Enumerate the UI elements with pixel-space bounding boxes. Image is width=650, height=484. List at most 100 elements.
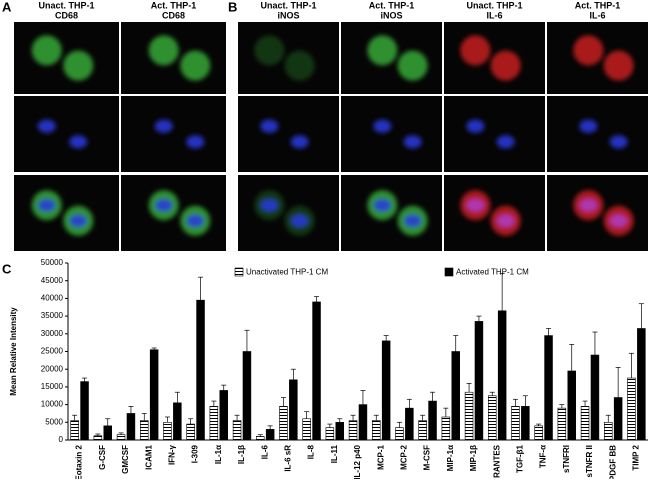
x-tick-label: I-309	[191, 444, 200, 463]
bar	[557, 407, 567, 441]
bar	[140, 420, 149, 441]
x-tick-label: sTNFR II	[585, 445, 594, 477]
x-tick-label: MCP-2	[400, 444, 409, 469]
panel-label: B	[228, 0, 237, 14]
bar	[163, 421, 172, 441]
column-marker: IL-6	[589, 10, 605, 20]
nucleus	[496, 214, 515, 228]
cells	[460, 190, 521, 236]
x-tick-label: G-CSF	[98, 445, 107, 470]
error-bar	[257, 434, 263, 437]
bar	[464, 391, 474, 441]
error-bar	[383, 335, 389, 341]
nucleus	[579, 198, 598, 212]
micrograph	[444, 96, 545, 172]
legend-label: Unactivated THP-1 CM	[246, 268, 328, 277]
error-bar	[443, 407, 449, 417]
nucleus	[609, 214, 628, 228]
bar	[627, 377, 636, 441]
column-marker: CD68	[162, 10, 185, 20]
y-tick-label: 45000	[41, 276, 64, 285]
y-tick-label: 5000	[45, 417, 63, 426]
error-bar	[406, 398, 412, 409]
micrograph	[547, 96, 648, 172]
bar	[302, 418, 311, 441]
bar	[511, 406, 520, 441]
bar	[70, 420, 79, 441]
error-bar	[512, 398, 518, 407]
nucleus	[69, 214, 88, 228]
stain	[573, 35, 604, 66]
cells	[31, 190, 94, 236]
y-tick-label: 50000	[41, 258, 64, 267]
bar	[544, 335, 553, 441]
panel-label: A	[2, 0, 12, 14]
nucleus	[466, 119, 485, 133]
legend-swatch	[234, 267, 244, 277]
error-bar	[466, 383, 472, 393]
bar	[405, 407, 414, 441]
bar	[265, 429, 275, 441]
panel-label: C	[2, 261, 12, 276]
stain	[254, 35, 285, 66]
nucleus	[403, 214, 422, 228]
bar	[580, 406, 590, 441]
nucleus	[260, 119, 279, 133]
bar	[474, 321, 484, 441]
nucleus	[579, 119, 598, 133]
error-bar	[211, 400, 217, 407]
y-tick-label: 20000	[41, 364, 64, 373]
cells	[466, 119, 515, 149]
cells	[367, 35, 428, 81]
bar	[256, 436, 265, 441]
stain	[397, 50, 428, 81]
error-bar	[582, 400, 588, 407]
column-marker: iNOS	[380, 10, 402, 20]
x-tick-label: TIMP 2	[632, 444, 641, 470]
column-title: Unact. THP-1	[260, 0, 316, 10]
error-bar	[453, 335, 459, 352]
x-tick-label: sTNFRI	[562, 445, 571, 473]
column-marker: iNOS	[277, 10, 299, 20]
bar	[289, 379, 298, 441]
bar	[93, 435, 103, 441]
nucleus	[290, 135, 309, 149]
bar	[534, 425, 543, 441]
error-bar	[546, 328, 552, 336]
bar	[103, 425, 112, 441]
column-title: Act. THP-1	[151, 0, 197, 10]
error-bar	[304, 411, 310, 419]
cells	[31, 35, 94, 81]
column-title: Unact. THP-1	[38, 0, 94, 10]
error-bar	[105, 418, 111, 426]
bar	[604, 421, 613, 441]
nucleus	[403, 135, 422, 149]
x-tick-label: RANTES	[492, 444, 501, 478]
cells	[573, 190, 634, 236]
stain	[603, 50, 634, 81]
stain	[148, 35, 179, 66]
cells	[373, 119, 422, 149]
cells	[148, 35, 211, 81]
bar	[590, 354, 600, 441]
bar	[186, 423, 195, 441]
bar	[219, 390, 228, 441]
bar	[418, 420, 427, 441]
bar	[613, 397, 623, 441]
error-bar	[420, 414, 426, 421]
error-bar	[244, 329, 250, 352]
bar	[567, 370, 576, 441]
x-tick-label: Eotaxin 2	[75, 444, 84, 479]
nucleus	[154, 119, 173, 133]
cells	[254, 35, 315, 81]
error-bar	[267, 425, 273, 430]
error-bar	[188, 418, 194, 425]
error-bar	[337, 418, 343, 423]
bar	[395, 427, 404, 441]
legend-label: Activated THP-1 CM	[456, 268, 529, 277]
error-bar	[605, 414, 611, 423]
x-tick-label: IL-1α	[214, 445, 223, 464]
nucleus	[373, 198, 392, 212]
stain	[284, 50, 315, 81]
